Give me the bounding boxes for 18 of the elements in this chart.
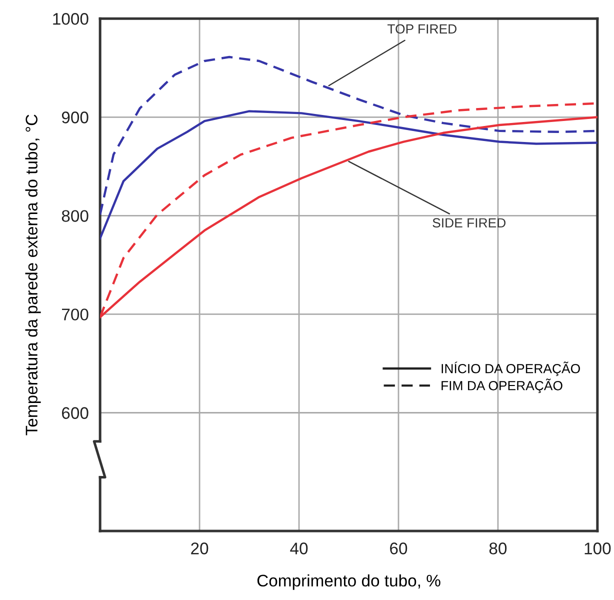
annotation: SIDE FIRED: [432, 218, 506, 228]
annotation: INÍCIO DA OPERAÇÃO: [442, 362, 580, 376]
x-axis-title: Comprimento do tubo, %: [257, 574, 440, 590]
y-axis-title: Temperatura da parede externa do tubo, °C: [25, 114, 41, 436]
line-series: [100, 56, 598, 216]
annotation: FIM DA OPERAÇÃO: [442, 378, 562, 393]
y-tick-label: 600: [62, 407, 88, 419]
line-series: [100, 110, 598, 240]
x-tick-label: 100: [584, 542, 611, 554]
annotation: TOP FIRED: [387, 24, 456, 34]
x-tick-label: 20: [191, 542, 208, 554]
x-tick-label: 40: [290, 542, 308, 554]
y-tick-label: 800: [62, 210, 88, 222]
x-tick-label: 80: [489, 542, 507, 554]
y-tick-label: 900: [62, 112, 88, 124]
y-tick-label: 1000: [53, 13, 88, 25]
y-tick-label: 700: [62, 308, 88, 320]
x-tick-label: 60: [390, 542, 408, 554]
